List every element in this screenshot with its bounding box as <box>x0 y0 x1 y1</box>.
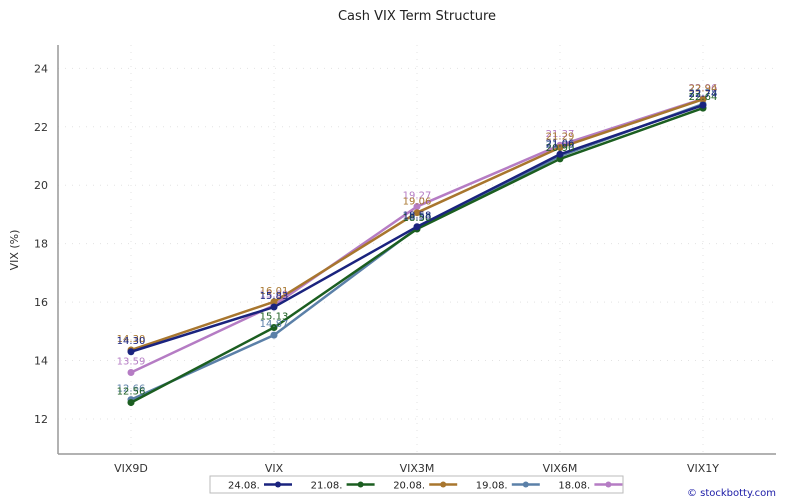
x-ticks: VIX9D VIX VIX3M VIX6M VIX1Y <box>114 462 719 475</box>
data-label: 15.83 <box>260 291 289 302</box>
legend-label: 21.08. <box>311 481 343 492</box>
data-label: 13.59 <box>117 356 146 367</box>
data-label: 15.13 <box>260 312 289 323</box>
legend-label: 24.08. <box>228 481 260 492</box>
data-label: 21.00 <box>546 140 575 151</box>
data-label: 12.66 <box>117 384 146 395</box>
data-point <box>699 101 707 109</box>
data-label: 14.87 <box>260 319 289 330</box>
data-label: 22.94 <box>689 83 718 94</box>
data-label: 18.58 <box>403 211 432 222</box>
data-point <box>127 368 135 376</box>
data-label: 22.74 <box>689 89 718 100</box>
y-ticks: 12 14 16 18 20 22 24 <box>34 62 48 426</box>
data-label: 22.78 <box>689 88 718 99</box>
data-label: 21.37 <box>546 129 575 140</box>
data-label: 19.06 <box>403 197 432 208</box>
data-label: 22.64 <box>689 92 718 103</box>
y-tick-label: 12 <box>34 413 48 426</box>
series-line <box>130 102 704 401</box>
data-point <box>270 324 278 332</box>
y-tick-label: 20 <box>34 179 48 192</box>
data-point <box>556 150 564 158</box>
x-tick-label: VIX6M <box>543 462 578 475</box>
axes <box>57 45 776 455</box>
legend-swatch-dot <box>275 481 281 488</box>
data-label: 15.89 <box>260 289 289 300</box>
legend-label: 20.08. <box>393 481 425 492</box>
x-tick-label: VIX1Y <box>687 462 719 475</box>
y-axis-label: VIX (%) <box>8 230 21 271</box>
legend-swatch-dot <box>357 481 364 488</box>
data-label: 21.29 <box>546 132 575 143</box>
series-group <box>127 95 707 407</box>
data-label: 22.96 <box>689 83 718 94</box>
y-tick-label: 14 <box>34 355 48 368</box>
data-point <box>127 348 135 356</box>
data-label: 18.50 <box>403 213 432 224</box>
legend-swatch-dot <box>440 481 447 488</box>
data-label: 14.30 <box>117 336 146 347</box>
legend-swatch-dot <box>522 481 529 488</box>
y-tick-label: 24 <box>34 62 48 75</box>
data-point <box>270 303 278 311</box>
data-label: 14.30 <box>117 334 146 345</box>
data-labels: 13.59 15.89 19.27 21.37 22.96 12.66 14.87 18.53… <box>117 83 718 398</box>
legend-swatch-dot <box>605 481 612 488</box>
data-point <box>270 298 278 306</box>
data-point <box>413 203 421 211</box>
data-point <box>413 223 421 231</box>
data-point <box>413 209 421 217</box>
watermark: © stockbotty.com <box>687 488 776 499</box>
data-label: 19.27 <box>403 191 432 202</box>
chart-title: Cash VIX Term Structure <box>338 9 496 24</box>
data-label: 18.53 <box>403 212 432 223</box>
data-label: 20.90 <box>546 143 575 154</box>
legend-label: 19.08. <box>476 481 508 492</box>
x-tick-label: VIX <box>265 462 284 475</box>
legend: 24.08. 21.08. 20.08. 19.08. 18.08. <box>209 475 624 494</box>
data-point <box>699 95 707 103</box>
y-tick-label: 22 <box>34 121 48 134</box>
legend-label: 18.08. <box>558 481 590 492</box>
data-label: 12.56 <box>117 387 146 398</box>
x-tick-label: VIX9D <box>114 462 148 475</box>
data-point <box>127 399 135 407</box>
data-label: 16.01 <box>260 286 289 297</box>
x-tick-label: VIX3M <box>400 462 435 475</box>
grid <box>58 45 776 454</box>
data-label: 21.06 <box>546 138 575 149</box>
data-point <box>556 144 564 152</box>
data-point <box>270 331 278 339</box>
y-tick-label: 18 <box>34 238 48 251</box>
legend-box <box>209 475 624 494</box>
y-tick-label: 16 <box>34 296 48 309</box>
